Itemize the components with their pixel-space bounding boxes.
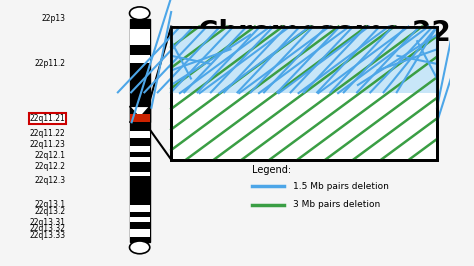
Bar xyxy=(171,27,437,160)
Bar xyxy=(129,217,150,222)
Bar xyxy=(129,19,150,242)
Bar xyxy=(129,55,150,63)
Polygon shape xyxy=(129,106,150,122)
Ellipse shape xyxy=(129,241,150,254)
Text: 22q11.23: 22q11.23 xyxy=(29,140,65,149)
Bar xyxy=(129,157,150,162)
Bar xyxy=(129,206,150,212)
Bar xyxy=(129,172,150,176)
Ellipse shape xyxy=(129,7,150,20)
Bar xyxy=(129,114,150,122)
Text: 3 Mb pairs deletion: 3 Mb pairs deletion xyxy=(293,200,380,209)
Text: 22q11.21: 22q11.21 xyxy=(29,114,65,123)
Text: 22q13.2: 22q13.2 xyxy=(34,207,65,216)
Text: Chromosome 22: Chromosome 22 xyxy=(198,19,451,47)
Bar xyxy=(129,131,150,138)
Text: 22q11.22: 22q11.22 xyxy=(29,128,65,138)
Text: 22p11.2: 22p11.2 xyxy=(34,59,65,68)
Text: Legend:: Legend: xyxy=(252,165,292,175)
Bar xyxy=(129,106,150,122)
Text: 22q13.31: 22q13.31 xyxy=(29,218,65,227)
Text: 22q12.1: 22q12.1 xyxy=(34,151,65,160)
Text: 22q13.33: 22q13.33 xyxy=(29,231,65,240)
Text: 22q13.32: 22q13.32 xyxy=(29,224,65,233)
Bar xyxy=(129,229,150,237)
Text: 22q12.3: 22q12.3 xyxy=(34,176,65,185)
Text: 22q12.2: 22q12.2 xyxy=(34,162,65,171)
Bar xyxy=(171,27,437,160)
Bar xyxy=(171,27,437,93)
Text: 1.5 Mb pairs deletion: 1.5 Mb pairs deletion xyxy=(293,182,389,191)
Bar xyxy=(129,29,150,45)
Bar xyxy=(129,146,150,152)
Text: 22q13.1: 22q13.1 xyxy=(34,200,65,209)
Text: 22p13: 22p13 xyxy=(41,14,65,23)
